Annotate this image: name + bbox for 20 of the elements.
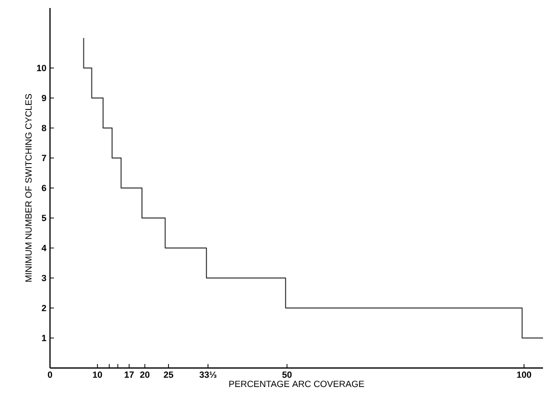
x-axis-title: PERCENTAGE ARC COVERAGE [229,380,364,388]
x-tick-label: 0 [48,372,52,378]
y-axis-title: MINIMUM NUMBER OF SWITCHING CYCLES [25,94,32,282]
y-tick-label: 2 [42,304,46,312]
x-tick-label: 33⅓ [199,372,216,378]
y-tick-label: 8 [42,124,46,132]
x-tick-label: 50 [282,372,292,378]
y-tick-label: 3 [42,274,46,282]
x-tick-label: 17 [124,372,134,378]
x-tick-label: 25 [164,372,174,378]
x-tick-label: 20 [140,372,150,378]
x-tick-label: 100 [517,372,532,378]
y-tick-label: 6 [42,184,46,192]
x-tick-label: 10 [92,372,102,378]
y-tick-label: 1 [42,334,46,342]
y-tick-label: 10 [37,64,46,72]
y-tick-label: 4 [42,244,46,252]
y-tick-label: 5 [42,214,46,222]
y-tick-label: 9 [42,94,46,102]
y-tick-label: 7 [42,154,46,162]
